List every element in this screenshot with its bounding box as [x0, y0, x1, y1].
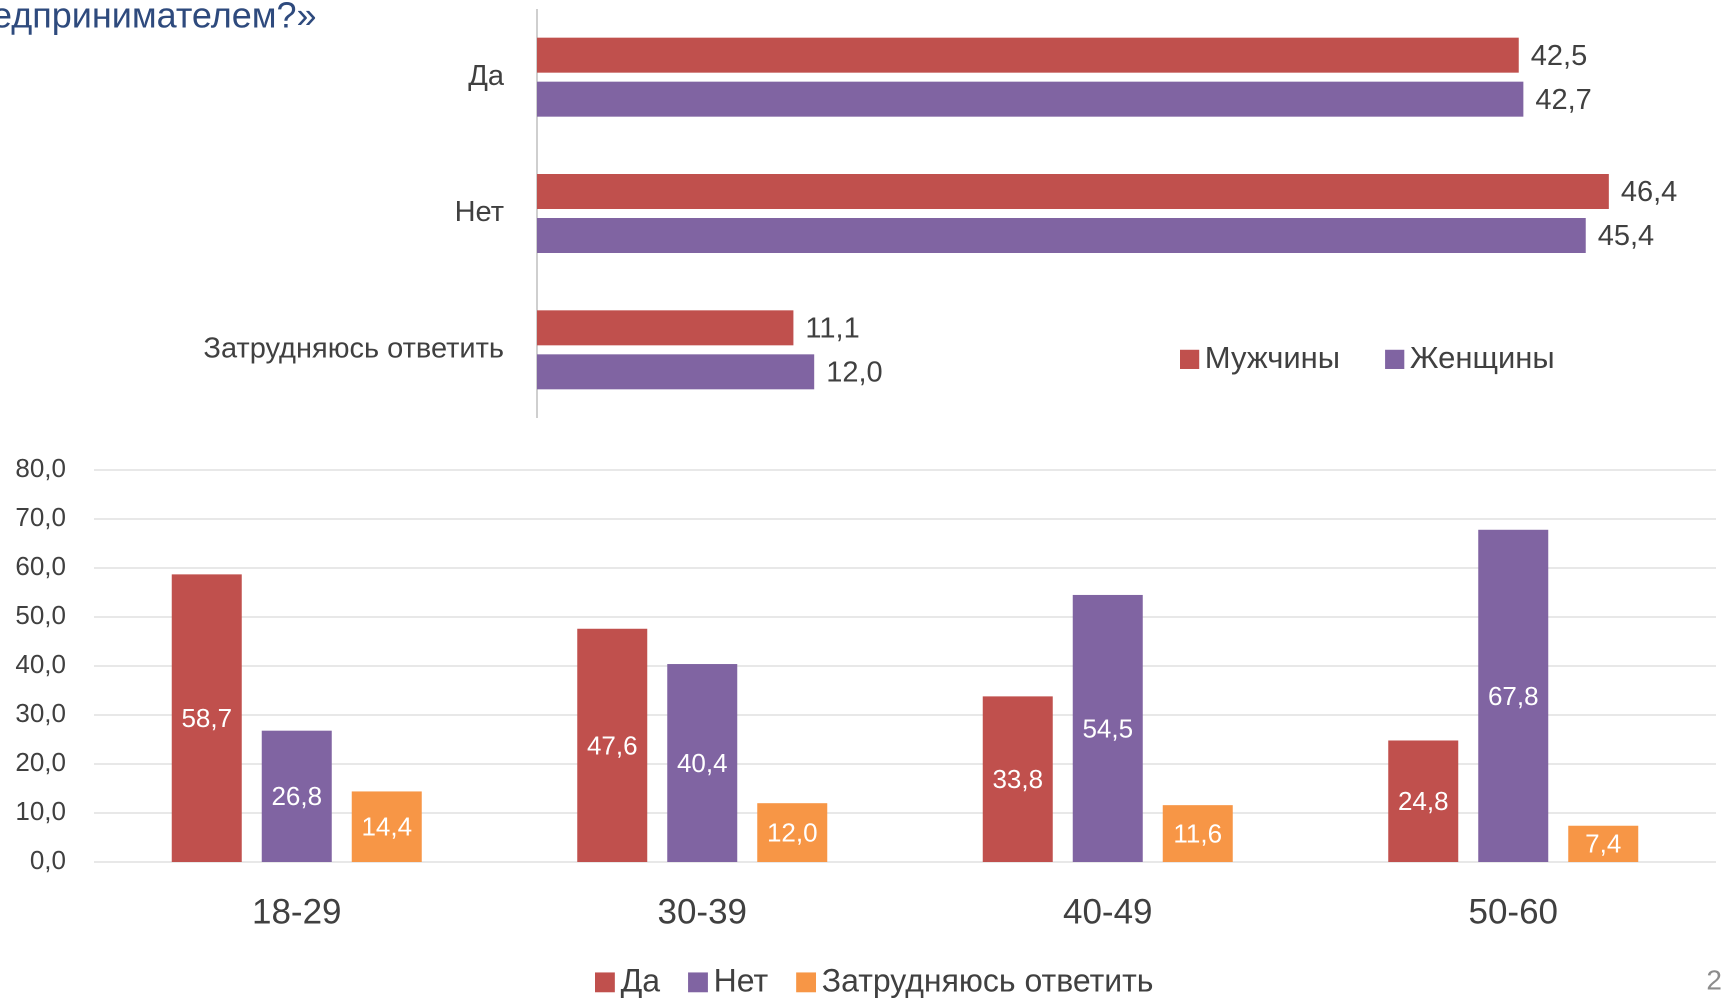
legend-swatch: [688, 972, 708, 992]
page-number: 2: [1706, 964, 1722, 995]
y-tick-label: 40,0: [15, 649, 66, 679]
y-tick-label: 10,0: [15, 796, 66, 826]
y-tick-label: Да: [468, 60, 505, 92]
bar: [537, 354, 814, 389]
y-tick-label: 20,0: [15, 747, 66, 777]
value-label: 26,8: [271, 781, 322, 811]
bar: [537, 310, 793, 345]
x-tick-label: 50-60: [1468, 892, 1558, 931]
y-tick-label: 70,0: [15, 502, 66, 532]
bar: [537, 218, 1586, 253]
value-label: 46,4: [1621, 176, 1677, 208]
value-label: 47,6: [587, 730, 638, 760]
legend-label: Да: [621, 962, 661, 998]
legend-swatch: [796, 972, 816, 992]
value-label: 11,6: [1173, 818, 1222, 848]
value-label: 7,4: [1585, 829, 1621, 859]
legend-swatch: [1180, 350, 1199, 369]
value-label: 33,8: [992, 764, 1043, 794]
y-tick-label: 30,0: [15, 698, 66, 728]
value-label: 40,4: [677, 748, 728, 778]
value-label: 54,5: [1082, 713, 1133, 743]
y-tick-label: Нет: [455, 196, 504, 228]
legend-swatch: [595, 972, 615, 992]
value-label: 12,0: [826, 356, 882, 388]
y-tick-label: 60,0: [15, 551, 66, 581]
bar: [537, 82, 1523, 117]
bar: [537, 174, 1609, 209]
background: [0, 0, 1725, 1002]
slide-title: едпринимателем?»: [0, 0, 317, 36]
value-label: 42,5: [1531, 40, 1587, 72]
value-label: 42,7: [1535, 84, 1591, 116]
legend-label: Женщины: [1410, 340, 1555, 375]
x-tick-label: 40-49: [1063, 892, 1153, 931]
y-tick-label: 80,0: [15, 453, 66, 483]
y-tick-label: Затрудняюсь ответить: [203, 332, 504, 364]
x-tick-label: 18-29: [252, 892, 342, 931]
legend-label: Нет: [714, 962, 769, 998]
legend-label: Мужчины: [1205, 340, 1340, 375]
value-label: 11,1: [805, 312, 859, 344]
value-label: 12,0: [767, 817, 818, 847]
slide: едпринимателем?» 2 Да 42,5 42,7 Нет 46,4 45,4…: [0, 0, 1725, 1002]
value-label: 45,4: [1598, 220, 1654, 252]
legend-swatch: [1385, 350, 1404, 369]
value-label: 14,4: [361, 812, 412, 842]
y-tick-label: 50,0: [15, 600, 66, 630]
value-label: 58,7: [181, 703, 232, 733]
page: едпринимателем?» 2 Да 42,5 42,7 Нет 46,4 45,4…: [0, 0, 1725, 1002]
value-label: 24,8: [1398, 786, 1449, 816]
legend-label: Затрудняюсь ответить: [822, 962, 1154, 998]
bar: [537, 38, 1519, 73]
value-label: 67,8: [1488, 681, 1539, 711]
x-tick-label: 30-39: [657, 892, 747, 931]
y-tick-label: 0,0: [30, 845, 66, 875]
